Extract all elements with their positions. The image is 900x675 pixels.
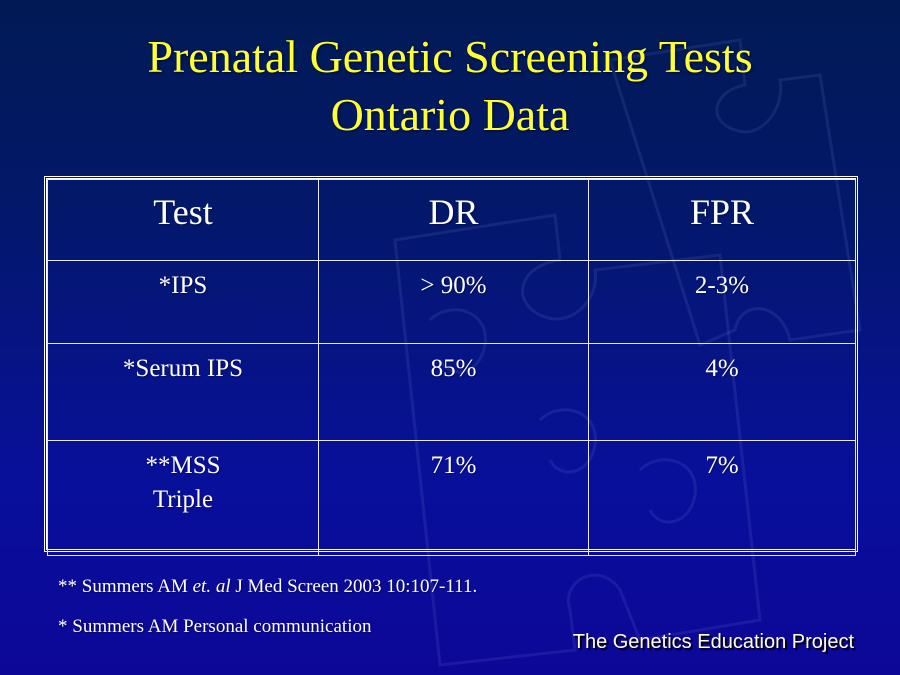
footnote-1-italic: et. al [192, 576, 231, 597]
cell-test: *Serum IPS [47, 343, 319, 441]
cell-test: **MSS Triple [47, 440, 319, 556]
table-row: *IPS > 90% 2-3% [47, 260, 856, 344]
title-line-2: Ontario Data [330, 89, 570, 140]
header-dr: DR [318, 179, 589, 261]
title-line-1: Prenatal Genetic Screening Tests [147, 31, 753, 82]
header-fpr: FPR [588, 179, 856, 261]
table-row: *Serum IPS 85% 4% [47, 343, 856, 441]
screening-table: Test DR FPR *IPS > 90% 2-3% *Serum IPS 8… [44, 176, 858, 556]
header-test: Test [47, 179, 319, 261]
cell-dr: > 90% [318, 260, 589, 344]
footer-credit: The Genetics Education Project [572, 631, 854, 653]
cell-test-line-1: **MSS [145, 452, 221, 479]
cell-fpr: 4% [588, 343, 856, 441]
cell-fpr: 2-3% [588, 260, 856, 344]
table-row: **MSS Triple 71% 7% [47, 440, 856, 556]
footnotes: ** Summers AM et. al J Med Screen 2003 1… [58, 577, 477, 637]
cell-dr: 85% [318, 343, 589, 441]
footnote-1-prefix: ** Summers AM [58, 576, 193, 597]
table-header-row: Test DR FPR [47, 179, 856, 261]
cell-test: *IPS [47, 260, 319, 344]
footnote-double-asterisk: ** Summers AM et. al J Med Screen 2003 1… [58, 577, 477, 597]
footnote-single-asterisk: * Summers AM Personal communication [58, 616, 372, 637]
slide-title: Prenatal Genetic Screening Tests Ontario… [0, 28, 900, 144]
cell-fpr: 7% [588, 440, 856, 556]
cell-dr: 71% [318, 440, 589, 556]
footnote-1-suffix: J Med Screen 2003 10:107-111. [230, 576, 478, 597]
cell-test-line-2: Triple [152, 486, 214, 513]
